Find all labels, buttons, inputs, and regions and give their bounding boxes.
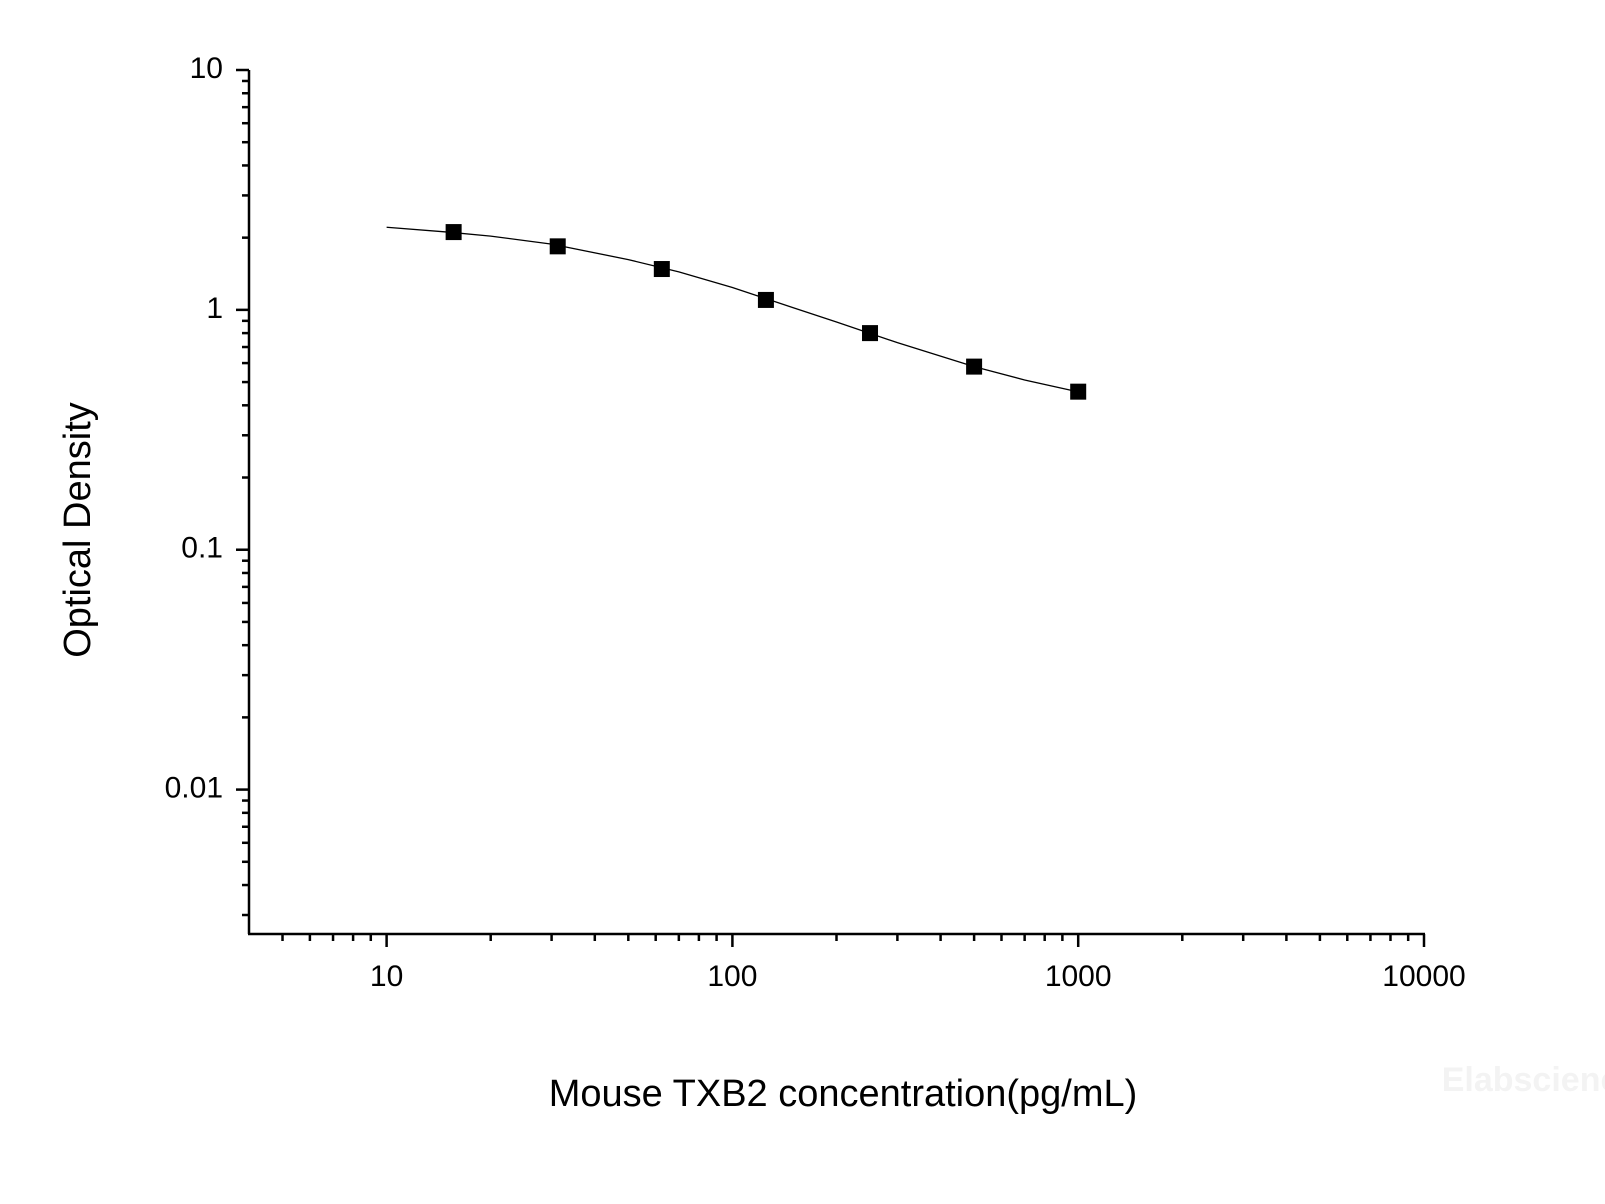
y-tick-label: 10	[190, 52, 223, 85]
x-tick-label: 10	[370, 960, 403, 993]
y-tick-label: 0.01	[165, 772, 223, 805]
y-tick-label: 1	[206, 292, 223, 325]
x-tick-label: 100	[707, 960, 757, 993]
y-axis-label: Optical Density	[57, 402, 99, 658]
data-point	[757, 291, 774, 308]
x-tick-label: 1000	[1045, 960, 1112, 993]
data-point	[653, 261, 670, 278]
x-tick-label: 10000	[1382, 960, 1465, 993]
watermark: Elabscience	[1442, 1061, 1605, 1099]
data-point	[549, 238, 566, 255]
x-axis-label: Mouse TXB2 concentration(pg/mL)	[549, 1073, 1138, 1115]
fit-curve	[386, 226, 1079, 393]
y-tick-label: 0.1	[181, 532, 223, 565]
